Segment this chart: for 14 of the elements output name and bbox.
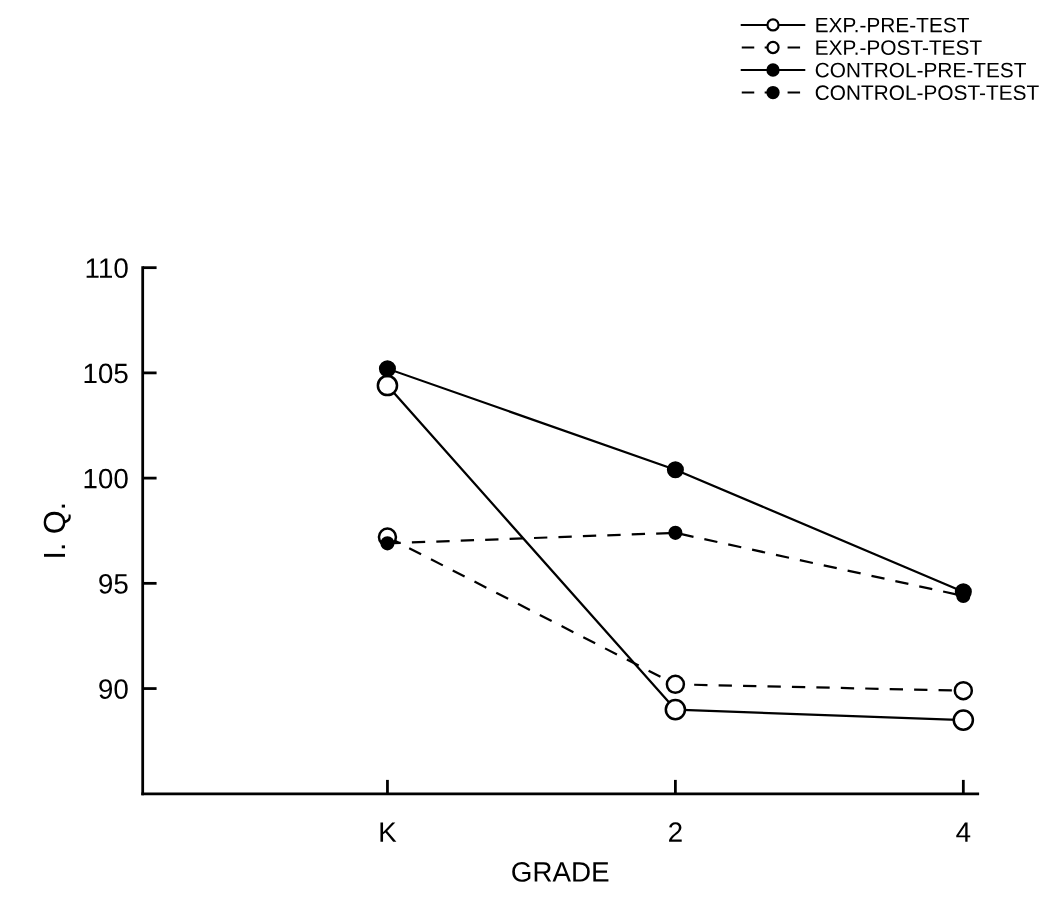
legend-label: EXP.-PRE-TEST xyxy=(816,17,969,33)
x-tick-label: 4 xyxy=(956,822,971,842)
legend-label: CONTROL-PRE-TEST xyxy=(815,62,1026,78)
y-tick-label: 105 xyxy=(84,363,128,384)
x-axis-title: GRADE xyxy=(512,862,609,882)
x-tick-label: K xyxy=(380,822,397,842)
y-tick-label: 110 xyxy=(86,258,128,279)
x-tick-label: 2 xyxy=(669,822,682,842)
legend-label: EXP.-POST-TEST xyxy=(816,40,982,55)
legend-label: CONTROL-POST-TEST xyxy=(815,85,1039,101)
y-tick-label: 95 xyxy=(99,574,128,594)
y-tick-label: 90 xyxy=(99,679,128,699)
y-axis-title: I. Q. xyxy=(43,504,71,557)
y-tick-label: 100 xyxy=(84,468,128,489)
